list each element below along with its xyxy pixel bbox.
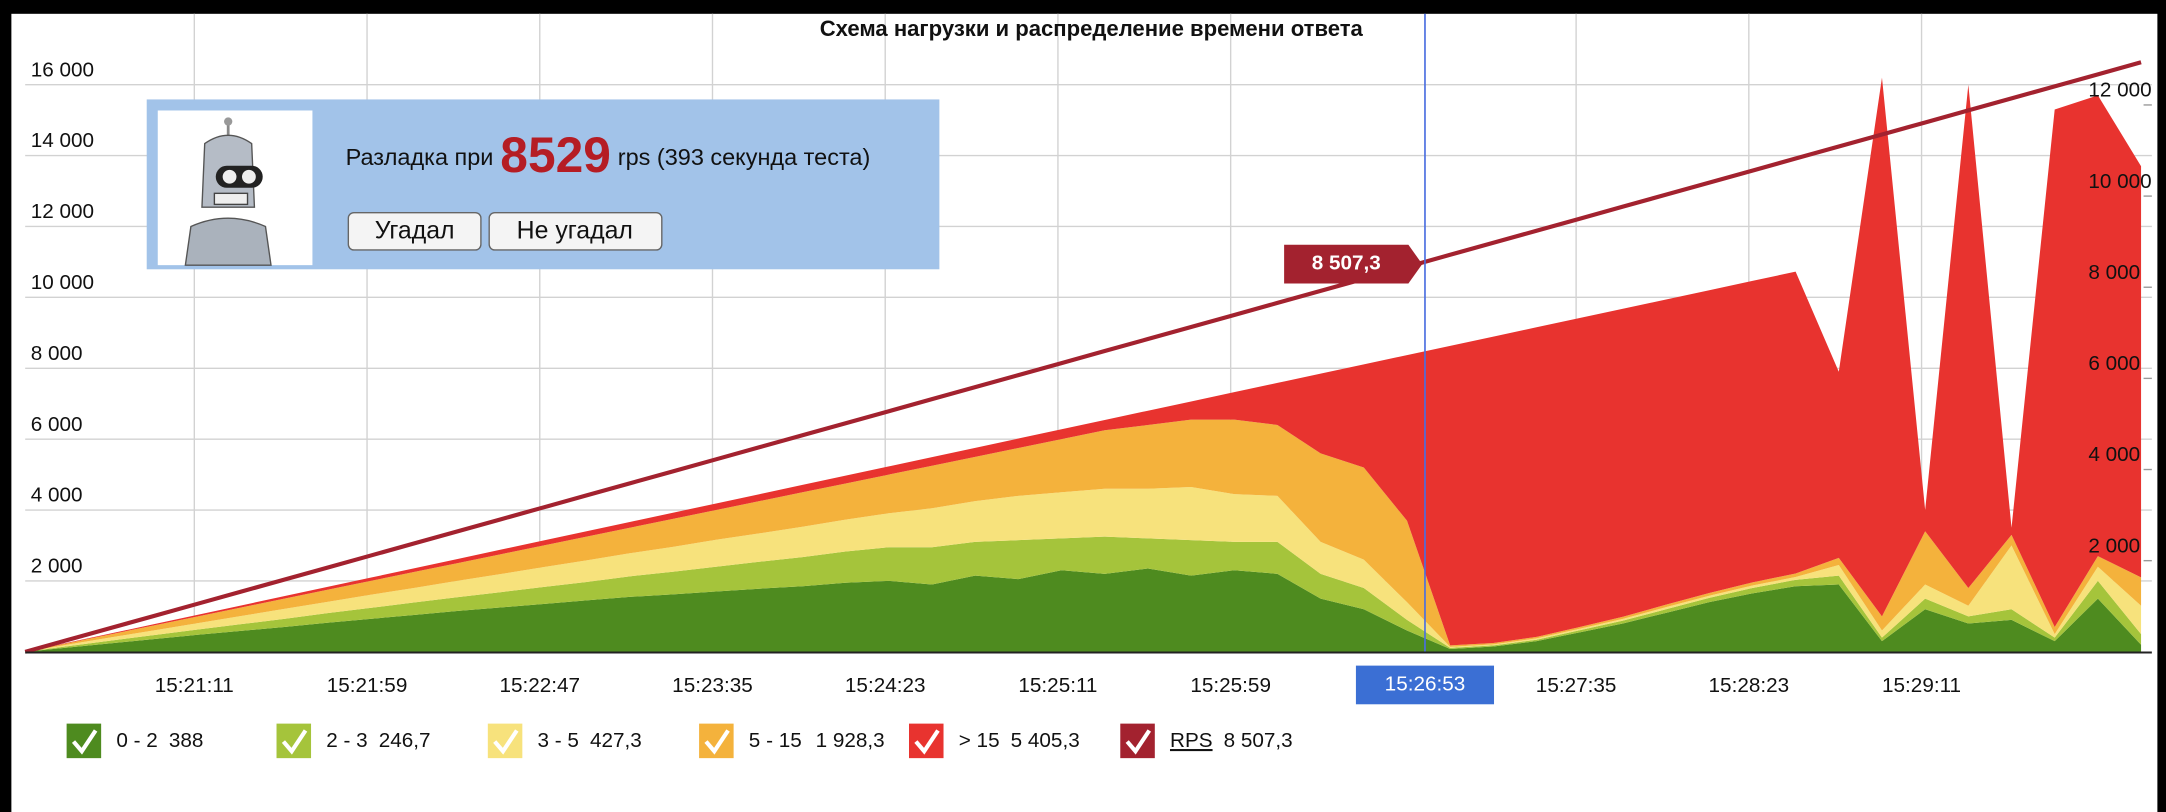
legend-check xyxy=(71,729,98,755)
legend-item: 5 - 15 1 928,3 xyxy=(699,723,885,759)
y2-tick-label: 12 000 xyxy=(2088,79,2151,102)
cursor-label-background xyxy=(1355,665,1495,705)
overlay-panel: Разладка при 8529 rps (393 секунда теста) … xyxy=(146,99,940,270)
legend-check xyxy=(281,729,308,755)
y-tick-label: 2 000 xyxy=(31,555,83,578)
x-tick-label: 15:25:11 xyxy=(1018,674,1097,697)
x-tick-label: 15:23:35 xyxy=(672,674,753,697)
button-background[interactable] xyxy=(488,211,663,251)
x-tick-label: 15:29:11 xyxy=(1882,674,1961,697)
legend-item: > 15 5 405,3 xyxy=(909,723,1080,759)
legend-value: 427,3 xyxy=(590,729,642,752)
y-tick-label: 12 000 xyxy=(31,200,94,223)
legend-label: 5 - 15 xyxy=(749,729,802,752)
value-tag-background xyxy=(1284,244,1423,284)
area xyxy=(25,419,2142,652)
legend-label: 3 - 5 xyxy=(538,729,579,752)
cursor-label: 15:26:53 xyxy=(1385,672,1466,695)
y-tick-label: 6 000 xyxy=(31,413,83,436)
legend-value: 388 xyxy=(169,729,204,752)
value-tag: 8 507,3 xyxy=(1312,252,1381,275)
legend-check xyxy=(914,729,940,755)
line xyxy=(24,60,2142,654)
button-background[interactable] xyxy=(347,211,482,251)
legend-item: 0 - 2 388 xyxy=(66,723,204,759)
x-tick-label: 15:25:59 xyxy=(1190,674,1271,697)
legend-checkbox[interactable] xyxy=(909,723,944,759)
y2-tick-label: 8 000 xyxy=(2088,261,2140,284)
y2-tick-label: 2 000 xyxy=(2088,534,2140,557)
legend-value: 5 405,3 xyxy=(1011,729,1080,752)
chart-title: Схема нагрузки и распределение времени о… xyxy=(820,16,1364,41)
legend-label: 0 - 2 xyxy=(116,729,157,752)
legend-checkbox[interactable] xyxy=(66,723,102,759)
legend-checkbox[interactable] xyxy=(1120,723,1155,759)
legend-check xyxy=(1125,729,1152,755)
x-tick-label: 15:21:11 xyxy=(155,674,234,697)
y2-tick-label: 10 000 xyxy=(2088,170,2151,193)
legend-check xyxy=(493,729,519,755)
x-tick-label: 15:24:23 xyxy=(845,674,926,697)
legend-item: 2 - 3 246,7 xyxy=(276,723,431,759)
legend-label: 2 - 3 xyxy=(326,729,367,752)
area xyxy=(25,77,2142,652)
legend-item: RPS 8 507,3 xyxy=(1120,723,1293,759)
y-tick-label: 16 000 xyxy=(31,58,94,81)
button[interactable]: Не угадал xyxy=(488,211,663,251)
area xyxy=(25,486,2142,652)
y2-tick-label: 6 000 xyxy=(2088,352,2140,375)
legend-checkbox[interactable] xyxy=(487,723,523,759)
overlay-text: rps (393 секунда теста) xyxy=(618,144,871,170)
legend-label: > 15 xyxy=(959,729,1000,752)
y-tick-label: 10 000 xyxy=(31,271,94,294)
overlay-value: 8529 xyxy=(500,127,611,183)
y2-tick-label: 4 000 xyxy=(2088,443,2140,466)
overlay-message: Разладка при 8529 rps (393 секунда теста) xyxy=(346,127,871,183)
x-tick-label: 15:28:23 xyxy=(1709,674,1790,697)
legend-check xyxy=(704,729,730,755)
button-label[interactable]: Не угадал xyxy=(517,218,633,245)
x-tick-label: 15:27:35 xyxy=(1536,674,1617,697)
legend-value: 1 928,3 xyxy=(816,729,885,752)
button-label[interactable]: Угадал xyxy=(375,218,455,245)
y-tick-label: 14 000 xyxy=(31,129,94,152)
legend-value: 246,7 xyxy=(379,729,431,752)
x-tick-label: 15:21:59 xyxy=(327,674,408,697)
y-tick-label: 8 000 xyxy=(31,342,83,365)
overlay-text: Разладка при xyxy=(346,144,494,170)
legend-checkbox[interactable] xyxy=(276,723,312,759)
button[interactable]: Угадал xyxy=(347,211,482,251)
legend-label: RPS xyxy=(1170,729,1213,752)
area xyxy=(25,568,2142,652)
area xyxy=(25,536,2142,652)
y-tick-label: 4 000 xyxy=(31,484,83,507)
x-tick-label: 15:22:47 xyxy=(499,674,580,697)
legend-item: 3 - 5 427,3 xyxy=(487,723,642,759)
legend-value: 8 507,3 xyxy=(1224,729,1293,752)
avatar xyxy=(184,117,272,266)
legend-checkbox[interactable] xyxy=(699,723,734,759)
